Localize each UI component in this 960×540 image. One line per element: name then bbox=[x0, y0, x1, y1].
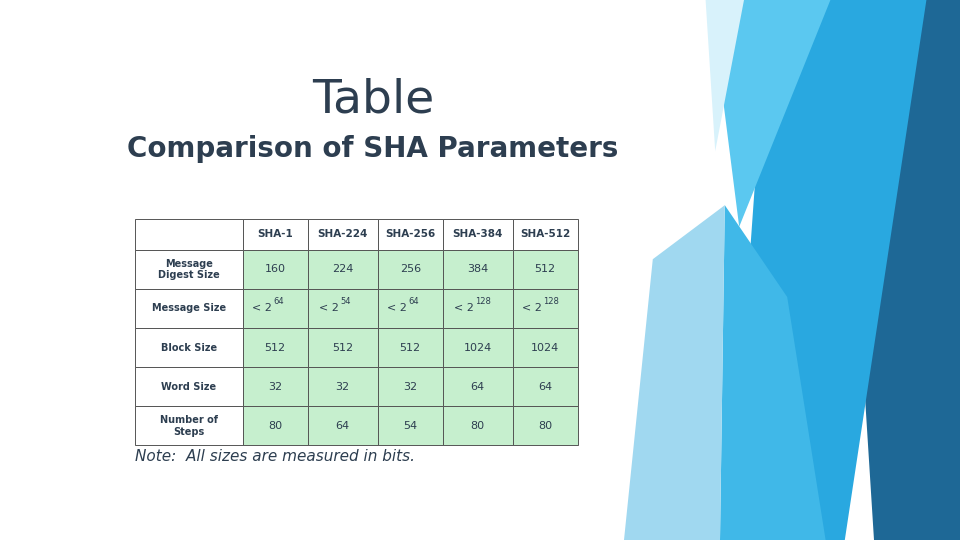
Bar bbox=[243, 367, 307, 406]
Text: 512: 512 bbox=[535, 265, 556, 274]
Text: 64: 64 bbox=[539, 382, 552, 392]
Text: 128: 128 bbox=[543, 297, 559, 306]
Text: Number of
Steps: Number of Steps bbox=[160, 415, 218, 436]
Text: < 2: < 2 bbox=[252, 303, 272, 313]
Bar bbox=[243, 328, 307, 367]
Bar bbox=[378, 289, 443, 328]
Text: 384: 384 bbox=[468, 265, 489, 274]
Text: SHA-256: SHA-256 bbox=[385, 230, 435, 239]
Text: < 2: < 2 bbox=[319, 303, 339, 313]
Text: Message
Digest Size: Message Digest Size bbox=[158, 259, 220, 280]
Bar bbox=[443, 219, 513, 250]
Text: Note:  All sizes are measured in bits.: Note: All sizes are measured in bits. bbox=[134, 449, 415, 464]
Bar bbox=[243, 219, 307, 250]
Text: 224: 224 bbox=[332, 265, 353, 274]
Text: 32: 32 bbox=[403, 382, 418, 392]
Text: 512: 512 bbox=[332, 342, 353, 353]
Bar bbox=[513, 219, 578, 250]
Text: Word Size: Word Size bbox=[161, 382, 216, 392]
Text: 128: 128 bbox=[475, 297, 492, 306]
Bar bbox=[513, 367, 578, 406]
Text: SHA-224: SHA-224 bbox=[318, 230, 368, 239]
Text: 256: 256 bbox=[399, 265, 420, 274]
Text: SHA-1: SHA-1 bbox=[257, 230, 293, 239]
Bar bbox=[243, 406, 307, 445]
Bar bbox=[307, 367, 378, 406]
Bar bbox=[134, 328, 243, 367]
Text: 512: 512 bbox=[399, 342, 420, 353]
Text: 64: 64 bbox=[408, 297, 419, 306]
Text: 80: 80 bbox=[268, 421, 282, 431]
Text: 64: 64 bbox=[470, 382, 485, 392]
Bar bbox=[443, 406, 513, 445]
Bar bbox=[443, 250, 513, 289]
Text: < 2: < 2 bbox=[521, 303, 541, 313]
Bar bbox=[513, 250, 578, 289]
Text: 64: 64 bbox=[336, 421, 349, 431]
Bar bbox=[443, 367, 513, 406]
Bar bbox=[443, 328, 513, 367]
Bar bbox=[307, 219, 378, 250]
Text: 160: 160 bbox=[265, 265, 286, 274]
Bar bbox=[443, 289, 513, 328]
Text: 80: 80 bbox=[539, 421, 552, 431]
Text: Comparison of SHA Parameters: Comparison of SHA Parameters bbox=[128, 136, 618, 164]
Bar bbox=[134, 250, 243, 289]
Text: < 2: < 2 bbox=[454, 303, 474, 313]
Text: 64: 64 bbox=[273, 297, 283, 306]
Bar bbox=[513, 289, 578, 328]
Bar bbox=[378, 367, 443, 406]
Bar bbox=[134, 219, 243, 250]
Text: SHA-512: SHA-512 bbox=[520, 230, 570, 239]
Bar bbox=[378, 250, 443, 289]
Bar bbox=[243, 250, 307, 289]
Bar bbox=[243, 289, 307, 328]
Bar bbox=[307, 250, 378, 289]
Bar bbox=[134, 367, 243, 406]
Bar bbox=[513, 328, 578, 367]
Text: SHA-384: SHA-384 bbox=[452, 230, 503, 239]
Text: 80: 80 bbox=[470, 421, 485, 431]
Text: 54: 54 bbox=[403, 421, 418, 431]
Bar bbox=[307, 328, 378, 367]
Text: 32: 32 bbox=[268, 382, 282, 392]
Bar bbox=[378, 406, 443, 445]
Bar bbox=[378, 219, 443, 250]
Bar bbox=[378, 328, 443, 367]
Text: < 2: < 2 bbox=[387, 303, 406, 313]
Text: 32: 32 bbox=[336, 382, 349, 392]
Bar bbox=[307, 289, 378, 328]
Bar bbox=[513, 406, 578, 445]
Text: 1024: 1024 bbox=[531, 342, 560, 353]
Text: 512: 512 bbox=[265, 342, 286, 353]
Text: 1024: 1024 bbox=[464, 342, 492, 353]
Bar bbox=[134, 289, 243, 328]
Text: 54: 54 bbox=[341, 297, 351, 306]
Text: Block Size: Block Size bbox=[161, 342, 217, 353]
Text: Table: Table bbox=[312, 77, 434, 122]
Text: Message Size: Message Size bbox=[152, 303, 226, 313]
Bar bbox=[307, 406, 378, 445]
Bar bbox=[134, 406, 243, 445]
